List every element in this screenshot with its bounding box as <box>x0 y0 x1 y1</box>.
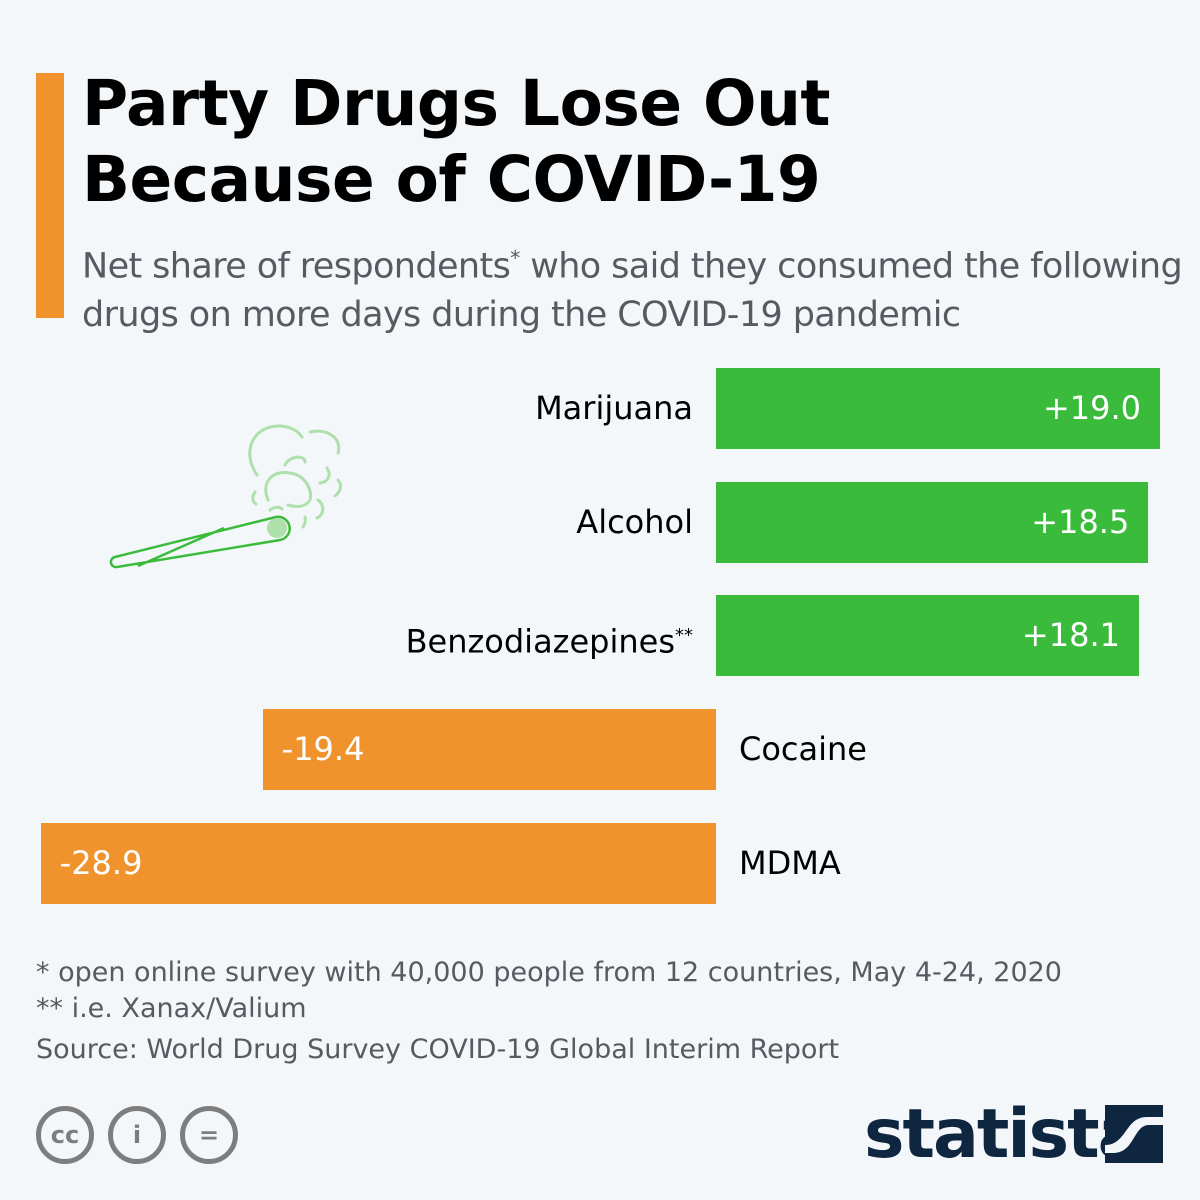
title-line-1: Party Drugs Lose Out <box>82 67 831 140</box>
cc-license-icon[interactable]: cc <box>36 1106 94 1164</box>
nd-label: = <box>198 1121 220 1149</box>
subtitle-part: Net share of respondents <box>82 246 511 287</box>
chart-title: Party Drugs Lose Out Because of COVID-19 <box>82 66 831 218</box>
footnote-marker: * <box>510 246 520 270</box>
title-line-2: Because of COVID-19 <box>82 143 821 216</box>
value-label: +18.5 <box>1031 502 1130 541</box>
bar-cocaine <box>262 709 716 791</box>
category-label: Marijuana <box>535 389 693 427</box>
logo-text: statista <box>864 1095 1144 1174</box>
bar-benzodiazepines <box>716 595 1139 677</box>
footnote: * open online survey with 40,000 people … <box>36 957 1062 988</box>
category-label: Alcohol <box>576 502 693 541</box>
bar-mdma <box>40 822 716 904</box>
source-text: Source: World Drug Survey COVID-19 Globa… <box>36 1034 840 1065</box>
footnote: ** i.e. Xanax/Valium <box>36 993 307 1024</box>
value-label: -28.9 <box>59 843 143 882</box>
category-label: MDMA <box>739 843 841 882</box>
category-label: Cocaine <box>739 730 867 769</box>
value-label: -19.4 <box>281 730 365 769</box>
no-derivatives-icon[interactable]: = <box>180 1106 238 1164</box>
cc-label: cc <box>50 1121 80 1149</box>
bar-alcohol <box>716 481 1149 563</box>
subtitle-part: who said they consumed the following dru… <box>82 246 1183 335</box>
value-label: +19.0 <box>1042 389 1141 427</box>
footnotes: * open online survey with 40,000 people … <box>36 955 1062 1027</box>
statista-logo-icon <box>1105 1105 1163 1163</box>
bar-marijuana <box>716 368 1160 449</box>
value-label: +18.1 <box>1021 616 1120 655</box>
chart-subtitle: Net share of respondents* who said they … <box>82 234 1192 339</box>
by-label: i <box>132 1121 142 1149</box>
statista-logo[interactable]: statista <box>864 1095 1144 1174</box>
category-label: Benzodiazepines** <box>405 623 693 662</box>
attribution-icon[interactable]: i <box>108 1106 166 1164</box>
joint-illustration <box>109 424 343 569</box>
accent-bar <box>36 73 64 318</box>
